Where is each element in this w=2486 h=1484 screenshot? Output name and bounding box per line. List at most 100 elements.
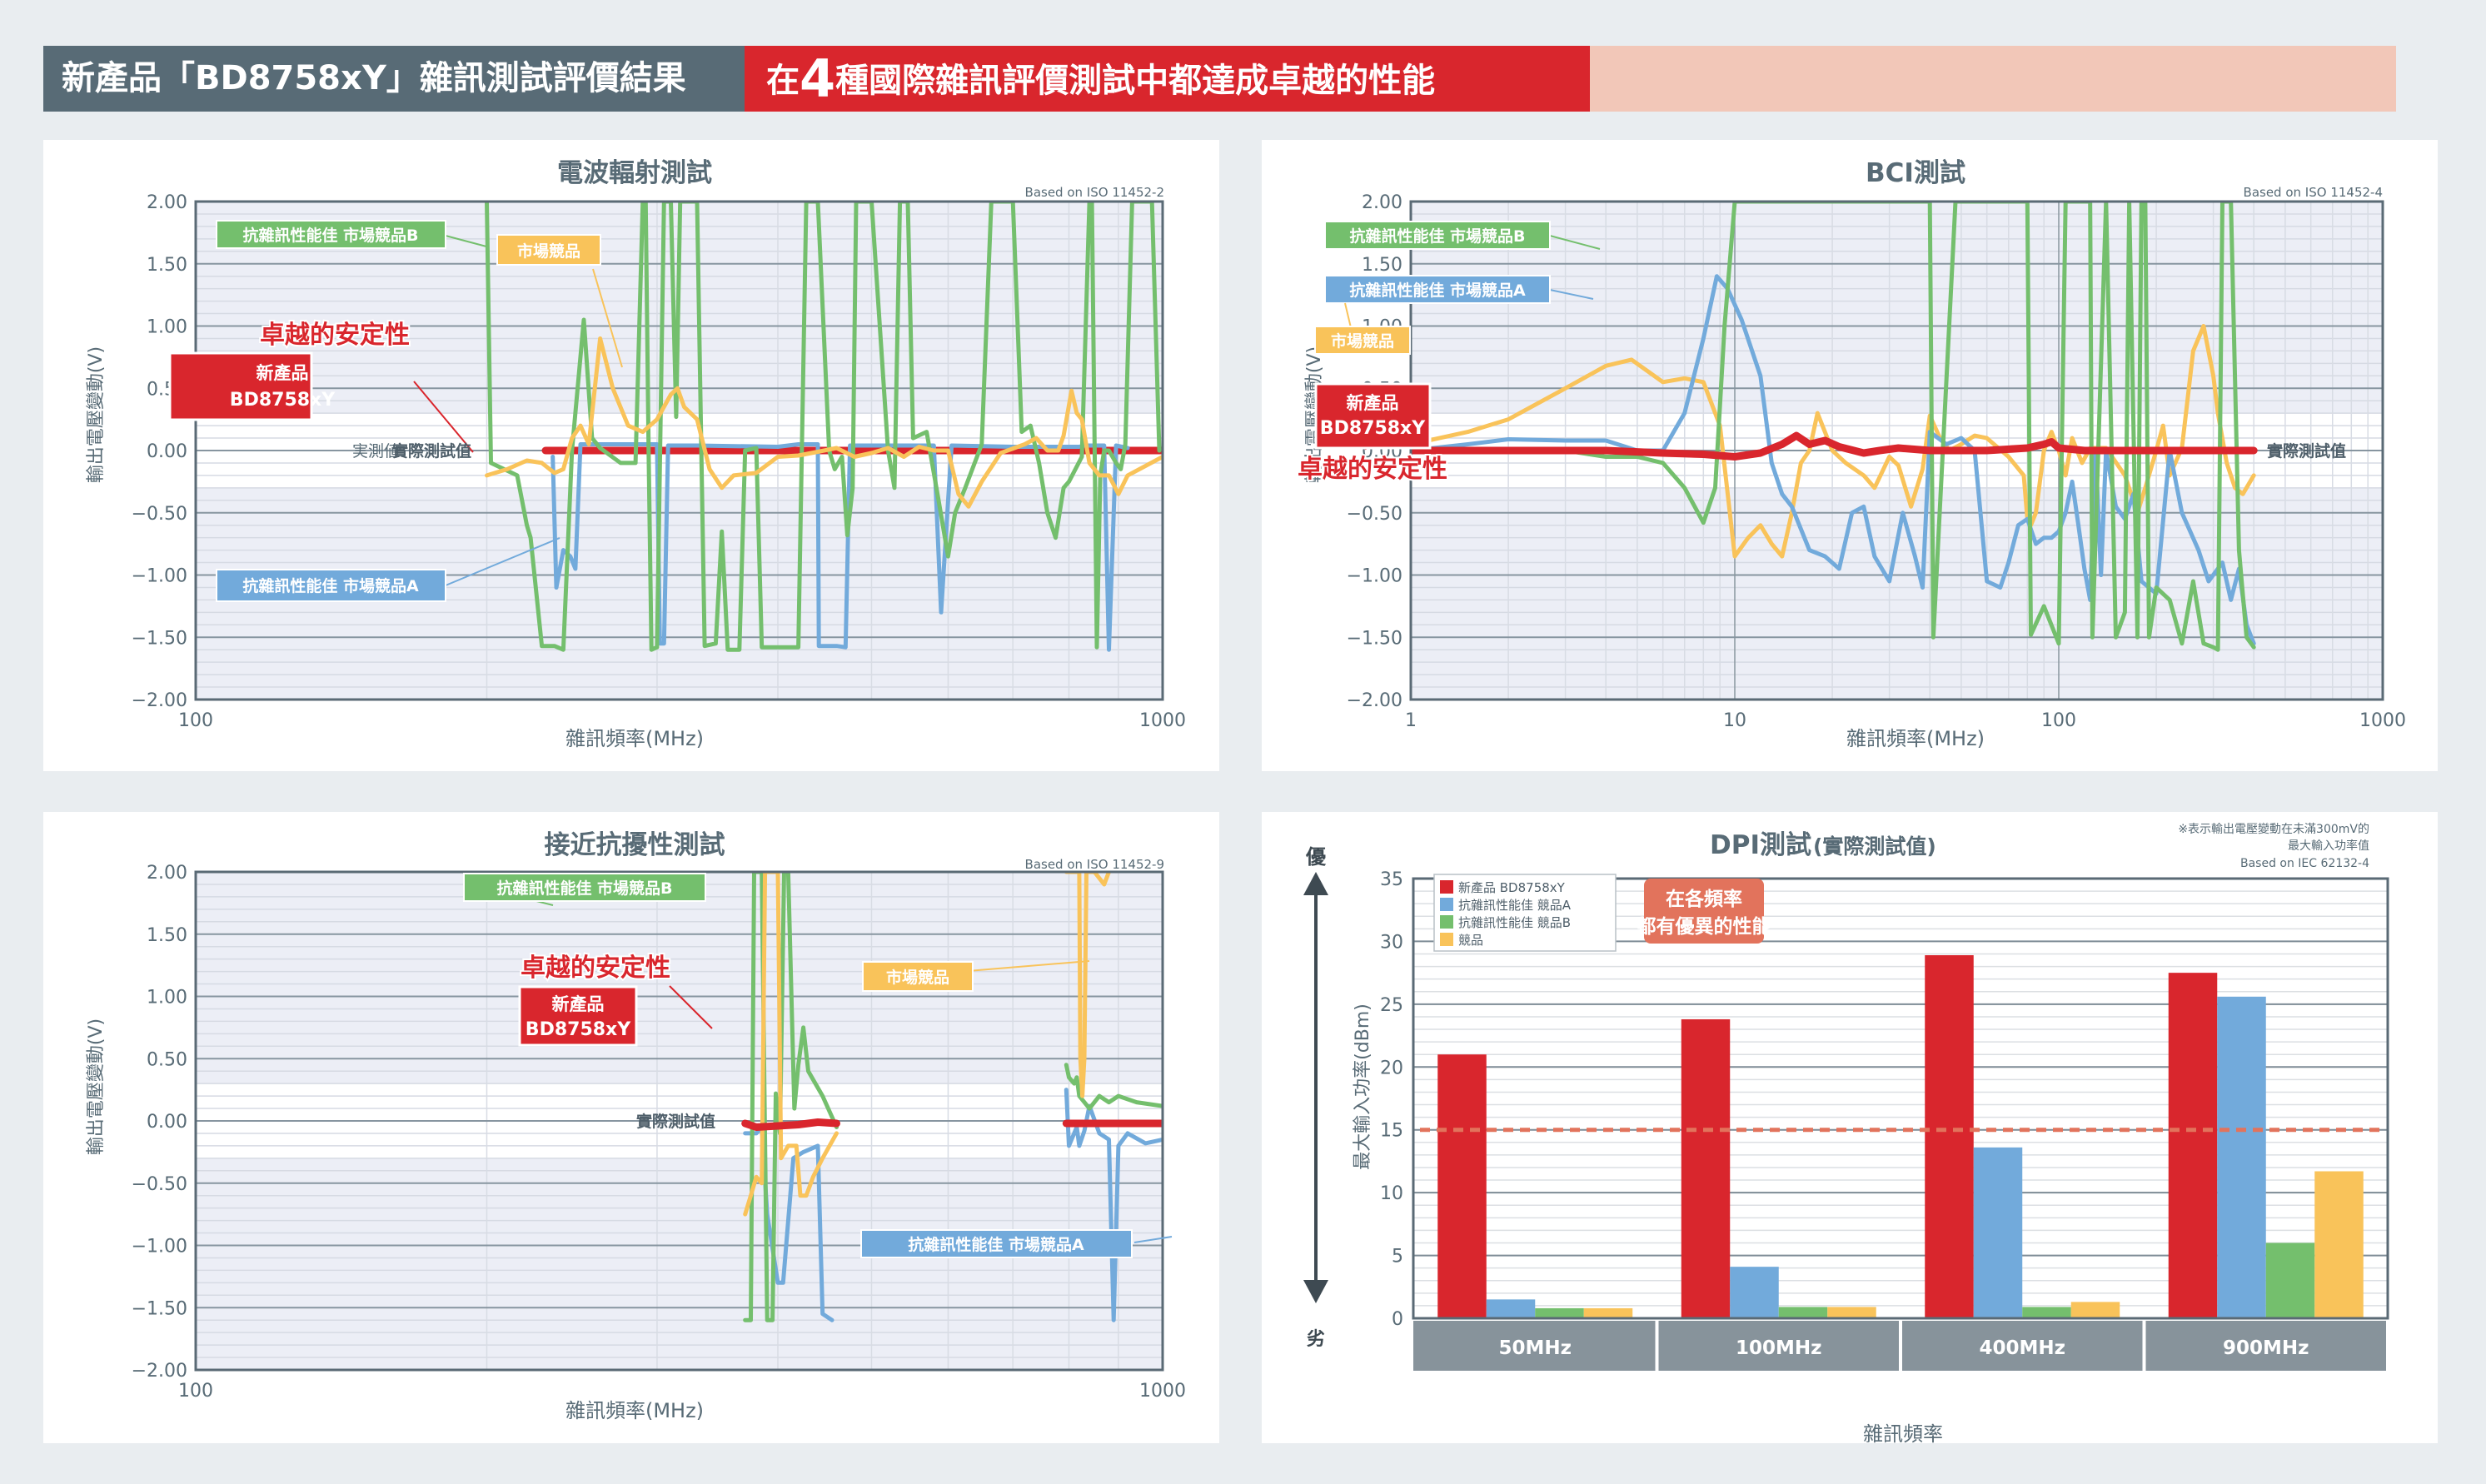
bar-competitor_B (2265, 1242, 2315, 1318)
y-tick-label: −2.00 (132, 1361, 187, 1382)
series-competitor_B (485, 202, 1162, 652)
svg-text:新產品: 新產品 (257, 363, 309, 383)
bar-new_product (1925, 955, 1974, 1318)
y-tick-label: 30 (1380, 932, 1403, 953)
y-tick-label: −1.50 (1347, 628, 1402, 649)
x-category-label: 900MHz (2223, 1337, 2309, 1359)
legend-swatch-competitor (1440, 933, 1453, 946)
label-competitor: 市場競品 (862, 960, 1090, 992)
y-tick-label: 0.00 (147, 441, 187, 462)
bar-new_product (2168, 973, 2218, 1318)
label-competitor-A: 抗雜訊性能佳 市場競品A (1324, 275, 1594, 304)
y-tick-label: −1.00 (132, 1237, 187, 1257)
svg-text:抗雜訊性能佳 市場競品A: 抗雜訊性能佳 市場競品A (242, 576, 419, 595)
label-competitor-B: 抗雜訊性能佳 市場競品B (463, 873, 706, 906)
y-tick-label: 2.00 (147, 863, 187, 884)
banner-subtitle-prefix: 在 (766, 62, 800, 100)
performance-callout: 在各頻率 都有優異的性能 (1637, 879, 1771, 944)
y-tick-label: 35 (1380, 869, 1403, 890)
better-label: 優 (1305, 845, 1327, 869)
y-tick-label: 1.50 (147, 255, 187, 276)
x-axis-label: 雜訊頻率(MHz) (565, 1399, 704, 1422)
chart-panel-proximity: 接近抗擾性測試 Based on ISO 11452-9 2.00 1.50 1.0… (43, 812, 1219, 1443)
chart-legend: 新產品 BD8758xY 抗雜訊性能佳 競品A 抗雜訊性能佳 競品B 競品 (1433, 874, 1617, 952)
svg-text:抗雜訊性能佳 市場競品A: 抗雜訊性能佳 市場競品A (908, 1235, 1084, 1254)
y-tick-label: 1.00 (147, 317, 187, 338)
label-competitor-B: 抗雜訊性能佳 市場競品B (1324, 221, 1601, 250)
label-competitor-A: 抗雜訊性能佳 市場競品A (216, 537, 560, 602)
series-competitor (1064, 872, 1111, 1098)
y-tick-label: 0.50 (147, 1049, 187, 1070)
series-competitor_B (743, 872, 839, 1322)
svg-text:抗雜訊性能佳 市場競品B: 抗雜訊性能佳 市場競品B (496, 879, 672, 898)
x-category-label: 400MHz (1979, 1337, 2065, 1359)
bar-competitor (1827, 1307, 1876, 1318)
chart-title: 電波輻射測試 (557, 158, 712, 188)
svg-text:抗雜訊性能佳 市場競品A: 抗雜訊性能佳 市場競品A (1349, 281, 1526, 300)
x-tick-label: 100 (178, 710, 213, 731)
legend-item: 新產品 BD8758xY (1458, 880, 1566, 895)
x-tick-label: 1000 (2359, 710, 2406, 731)
y-tick-label: −2.00 (132, 690, 187, 711)
banner-subtitle-suffix: 種國際雜訊評價測試中都達成卓越的性能 (835, 62, 1436, 100)
bar-competitor_A (2217, 996, 2266, 1318)
legend-swatch-competitor-A (1440, 898, 1453, 911)
chart-title: 接近抗擾性測試 (545, 830, 725, 860)
x-category-label: 50MHz (1498, 1337, 1572, 1359)
svg-text:市場競品: 市場競品 (517, 242, 580, 261)
y-tick-label: 25 (1380, 995, 1403, 1016)
y-tick-label: −1.00 (1347, 566, 1402, 587)
y-tick-label: 1.50 (1362, 255, 1402, 276)
label-competitor-B: 抗雜訊性能佳 市場競品B (216, 220, 487, 249)
bar-competitor_A (1730, 1267, 1779, 1318)
measured-label: 實際測試值 (2267, 441, 2346, 461)
chart-note-line1: ※表示輸出電壓變動在未滿300mV的 (2178, 823, 2369, 836)
y-tick-label: −1.50 (132, 628, 187, 649)
y-tick-label: −0.50 (132, 1174, 187, 1195)
bar-new_product (1681, 1018, 1731, 1318)
svg-text:BD8758xY: BD8758xY (526, 1019, 631, 1040)
legend-swatch-competitor-B (1440, 915, 1453, 929)
svg-text:都有優異的性能: 都有優異的性能 (1637, 915, 1771, 938)
x-tick-label: 10 (1723, 710, 1746, 731)
bar-new_product (1437, 1054, 1487, 1318)
svg-text:新產品: 新產品 (1347, 393, 1399, 413)
bar-competitor_B (1535, 1307, 1584, 1318)
series-competitor (485, 336, 1163, 509)
legend-item: 競品 (1458, 933, 1483, 948)
arrow-up-icon (1303, 872, 1328, 895)
plot-area: 2.001.501.000.500.00−0.50−1.00−1.50−2.00… (132, 192, 1186, 731)
stability-label: 卓越的安定性 (260, 321, 410, 350)
chart-standard: Based on ISO 11452-9 (1025, 857, 1164, 872)
label-competitor-A: 抗雜訊性能佳 市場競品A (860, 1229, 1173, 1258)
legend-item: 抗雜訊性能佳 競品A (1458, 898, 1572, 913)
category-band (1902, 1321, 2143, 1371)
x-axis-label: 雜訊頻率 (1863, 1422, 1943, 1443)
label-competitor: 市場競品 (496, 234, 623, 368)
y-axis-label: 輸出電壓變動(V) (86, 1018, 107, 1155)
banner-subtitle-number: 4 (800, 48, 836, 109)
plot-area: 2.001.501.000.500.00−0.50−1.00−1.50−2.00… (132, 863, 1186, 1402)
x-axis-label: 雜訊頻率(MHz) (1846, 727, 1985, 750)
x-tick-label: 1000 (1139, 1381, 1186, 1402)
chart-panel-radiated: 電波輻射測試 Based on ISO 11452-2 2.00 1.50 1.00… (43, 140, 1219, 771)
series-competitor_B (1411, 202, 2256, 652)
bar-competitor (2314, 1171, 2364, 1318)
product-callout: 新產品 BD8758xY (1314, 382, 1432, 451)
product-callout: 新產品 BD8758xY (168, 351, 474, 453)
plot-area: 35 30 25 20 15 10 5 0 50MHz 100MHz 400MHz 900MHz (1380, 869, 2389, 1371)
y-tick-label: 2.00 (1362, 192, 1402, 213)
y-tick-label: 0 (1392, 1309, 1403, 1330)
chart-standard: Based on IEC 62132-4 (2240, 857, 2369, 870)
svg-text:市場競品: 市場競品 (886, 968, 949, 987)
x-tick-label: 1000 (1139, 710, 1186, 731)
chart-standard: Based on ISO 11452-4 (2244, 185, 2383, 200)
y-tick-label: 5 (1392, 1247, 1403, 1267)
chart-panel-bci: BCI測試 Based on ISO 11452-4 2.001.501.000… (1262, 140, 2438, 771)
y-tick-label: −0.50 (132, 504, 187, 525)
y-tick-label: −0.50 (1347, 504, 1402, 525)
svg-text:抗雜訊性能佳 市場競品B: 抗雜訊性能佳 市場競品B (242, 226, 418, 245)
banner-title: 新產品「BD8758xY」雜訊測試評價結果 (43, 46, 745, 112)
stability-label: 卓越的安定性 (521, 954, 670, 983)
stability-label: 卓越的安定性 (1298, 455, 1447, 484)
